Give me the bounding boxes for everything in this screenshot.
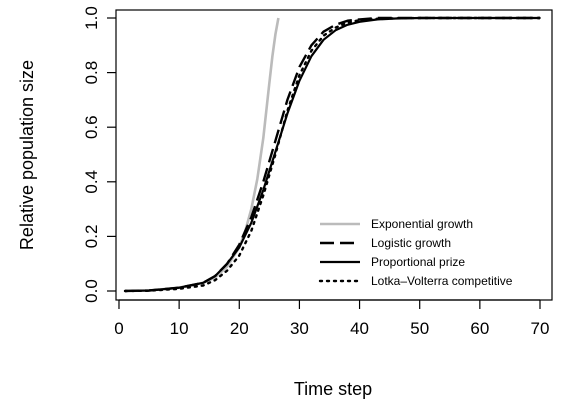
series-line-1 (124, 17, 280, 293)
legend-label-4: Lotka–Volterra competitive (371, 274, 513, 288)
series-line-4 (123, 16, 542, 293)
y-tick-label: 0.6 (82, 115, 101, 139)
legend: Exponential growth Logistic growth Proport… (318, 217, 513, 288)
x-tick-label: 10 (170, 319, 189, 338)
x-tick-label: 70 (531, 319, 550, 338)
x-tick-label: 60 (470, 319, 489, 338)
series-line-2 (124, 16, 540, 293)
x-tick-label: 50 (410, 319, 429, 338)
y-tick-label: 1.0 (82, 6, 101, 30)
y-tick-label: 0.4 (82, 170, 101, 194)
x-axis: 0 10 20 30 40 50 60 70 (114, 299, 550, 338)
plot-frame (115, 9, 553, 301)
plot-lines (123, 16, 542, 293)
y-axis-label: Relative population size (17, 60, 37, 250)
legend-label-1: Exponential growth (371, 217, 473, 231)
y-tick-label: 0.0 (82, 279, 101, 303)
legend-label-3: Proportional prize (371, 255, 465, 269)
x-tick-label: 20 (230, 319, 249, 338)
y-tick-label: 0.8 (82, 61, 101, 85)
series-line-3 (124, 16, 540, 293)
y-axis: 0.0 0.2 0.4 0.6 0.8 1.0 (82, 6, 116, 303)
x-axis-label: Time step (294, 379, 372, 399)
x-tick-label: 30 (290, 319, 309, 338)
x-tick-label: 0 (114, 319, 123, 338)
y-tick-label: 0.2 (82, 225, 101, 249)
legend-label-2: Logistic growth (371, 236, 451, 250)
x-tick-label: 40 (350, 319, 369, 338)
